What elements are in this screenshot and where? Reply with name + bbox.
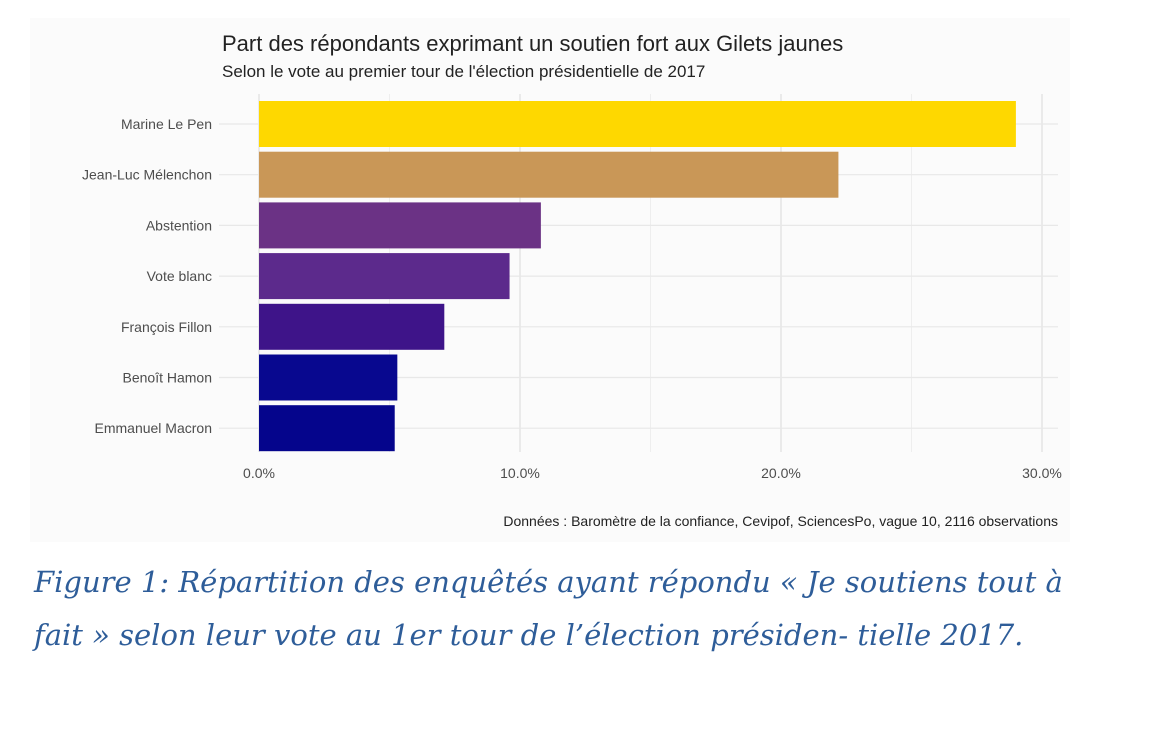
data-source-caption: Données : Baromètre de la confiance, Cev… — [503, 513, 1058, 529]
category-label: François Fillon — [121, 319, 212, 335]
bar — [259, 101, 1016, 147]
x-tick-labels: 0.0% 10.0% 20.0% 30.0% — [243, 465, 1062, 481]
category-label: Vote blanc — [147, 268, 212, 284]
x-tick-label: 30.0% — [1022, 465, 1062, 481]
bars — [259, 101, 1016, 452]
bar — [259, 405, 395, 452]
chart-panel: Part des répondants exprimant un soutien… — [30, 18, 1070, 542]
figure-caption: Figure 1: Répartition des enquêtés ayant… — [34, 565, 1063, 652]
bar — [259, 303, 445, 350]
category-label: Jean-Luc Mélenchon — [82, 167, 212, 183]
category-label: Emmanuel Macron — [95, 420, 213, 436]
category-labels: Marine Le Pen Jean-Luc Mélenchon Abstentio… — [82, 116, 212, 436]
x-tick-label: 20.0% — [761, 465, 801, 481]
bar — [259, 253, 510, 300]
x-tick-label: 10.0% — [500, 465, 540, 481]
chart-title: Part des répondants exprimant un soutien… — [222, 31, 843, 56]
x-tick-label: 0.0% — [243, 465, 275, 481]
chart-svg: Part des répondants exprimant un soutien… — [82, 31, 1062, 529]
bar — [259, 354, 398, 401]
chart-subtitle: Selon le vote au premier tour de l'élect… — [222, 62, 705, 81]
category-label: Abstention — [146, 217, 212, 233]
bar — [259, 151, 839, 198]
bar — [259, 202, 541, 249]
category-label: Benoît Hamon — [123, 370, 213, 386]
category-label: Marine Le Pen — [121, 116, 212, 132]
